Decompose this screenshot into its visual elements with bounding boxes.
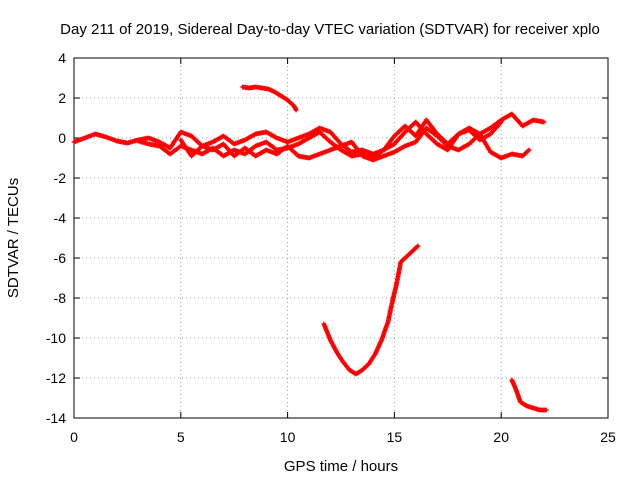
axis-ticks: 0 5 10 15 20 25 -14 -12 -10 -8 -6 -4 -2 0 2 4	[46, 50, 616, 445]
data-point	[293, 107, 299, 113]
series-arc-v	[321, 243, 421, 377]
y-tick-label: 4	[58, 50, 66, 66]
plot-frame	[73, 57, 609, 419]
data-point	[526, 147, 532, 153]
series-arc-high	[240, 84, 299, 113]
x-tick-label: 20	[493, 429, 509, 445]
y-tick-label: -6	[54, 250, 67, 266]
x-tick-label: 25	[600, 429, 616, 445]
y-tick-label: -14	[46, 410, 66, 426]
series-arc-low	[509, 377, 549, 413]
x-tick-label: 5	[177, 429, 185, 445]
x-tick-label: 10	[280, 429, 296, 445]
y-tick-label: -4	[54, 210, 67, 226]
y-tick-label: -8	[54, 290, 67, 306]
data-point	[541, 119, 547, 125]
y-tick-label: -10	[46, 330, 66, 346]
grid	[74, 58, 608, 418]
y-tick-label: -2	[54, 170, 67, 186]
y-axis-label: SDTVAR / TECUs	[5, 178, 22, 298]
x-axis-label: GPS time / hours	[284, 458, 398, 475]
data-point	[543, 407, 549, 413]
series-track-c	[178, 125, 532, 163]
y-tick-label: 0	[58, 130, 66, 146]
x-tick-label: 0	[70, 429, 78, 445]
chart-title: Day 211 of 2019, Sidereal Day-to-day VTE…	[60, 21, 600, 38]
data-point	[415, 243, 421, 249]
x-tick-label: 15	[387, 429, 403, 445]
y-tick-label: 2	[58, 90, 66, 106]
y-tick-label: -12	[46, 370, 66, 386]
data-series	[71, 84, 549, 413]
